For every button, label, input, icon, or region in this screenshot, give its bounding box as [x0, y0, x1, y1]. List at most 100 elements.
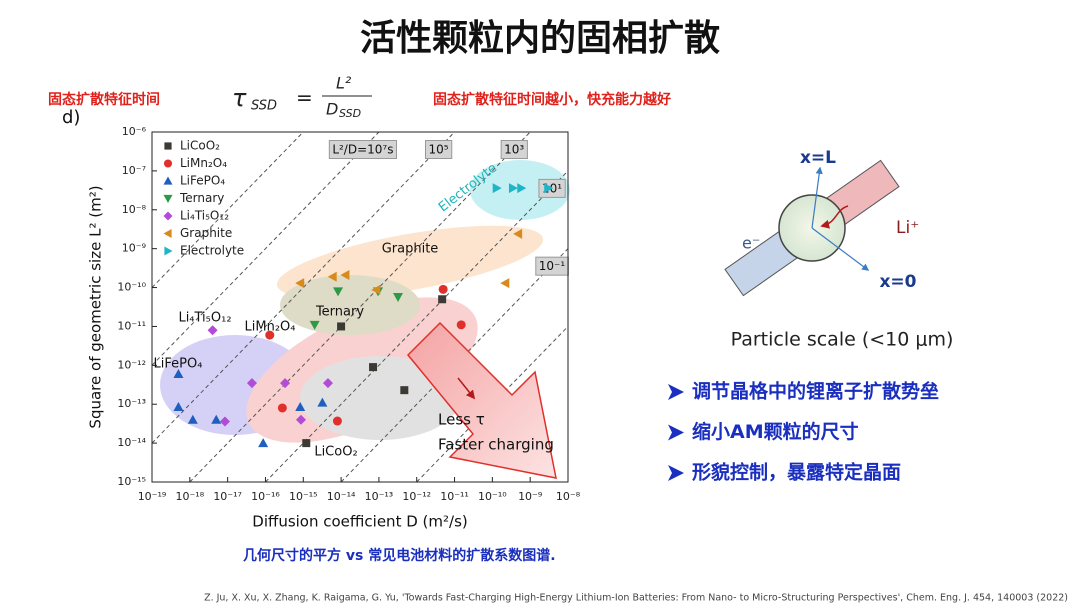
- guide-label-box: [424, 140, 453, 159]
- annotation: LiMn₂O₄: [245, 320, 296, 335]
- x-tick-label: 10⁻¹⁴: [327, 490, 356, 503]
- point: [500, 278, 510, 289]
- annotation: Less τ: [438, 411, 485, 429]
- point: [295, 414, 306, 425]
- point: [332, 416, 342, 426]
- x-tick-label: 10⁻¹⁷: [213, 490, 242, 503]
- y-tick-label: 10⁻⁶: [122, 125, 147, 138]
- bullet-icon: [668, 384, 684, 400]
- guide-line: [151, 131, 455, 444]
- annotation: Li₄Ti₅O₁₂: [178, 311, 231, 326]
- bullet-text: 调节晶格中的锂离子扩散势垒: [692, 380, 939, 403]
- formula-eq: =: [296, 86, 313, 110]
- point: [369, 363, 378, 372]
- bullet-icon: [668, 465, 684, 481]
- bullet-icon: [668, 424, 684, 441]
- guide-label-box: [500, 140, 528, 159]
- region-shading: [160, 160, 570, 443]
- point: [327, 271, 337, 282]
- axis-arrow: [811, 227, 870, 271]
- guide-line: [151, 131, 380, 366]
- y-tick-label: 10⁻⁸: [122, 203, 147, 216]
- formula-tau: τ: [232, 84, 247, 112]
- bullet-text: 缩小AM颗粒的尺寸: [692, 420, 859, 443]
- point: [317, 397, 328, 407]
- legend-marker: [164, 142, 172, 150]
- chart-caption: 几何尺寸的平方 vs 常见电池材料的扩散系数图谱.: [243, 547, 556, 564]
- point: [400, 386, 409, 395]
- formula: τ SSD = L² D SSD: [232, 74, 372, 120]
- x-0-label: x=0: [879, 272, 916, 292]
- y-tick-label: 10⁻¹¹: [117, 319, 146, 332]
- point: [302, 439, 311, 448]
- guide-label: L²/D=10⁷s: [332, 143, 393, 157]
- y-tick-label: 10⁻¹⁵: [117, 475, 146, 488]
- slide-title: 活性颗粒内的固相扩散: [360, 18, 720, 59]
- point: [340, 270, 350, 281]
- legend-label: LiCoO₂: [180, 139, 220, 153]
- ion-label: Li⁺: [896, 218, 919, 238]
- legend-marker: [163, 159, 173, 168]
- panel-label: d): [62, 107, 80, 128]
- x-tick-label: 10⁻¹³: [365, 490, 394, 503]
- legend-label: Ternary: [179, 191, 224, 205]
- point: [295, 401, 306, 411]
- x-l-label: x=L: [800, 148, 836, 168]
- point: [265, 330, 275, 340]
- point: [513, 228, 523, 239]
- legend-label: Electrolyte: [180, 244, 244, 258]
- point: [337, 322, 346, 331]
- x-tick-label: 10⁻¹²: [402, 490, 431, 503]
- point: [295, 278, 305, 289]
- legend-label: LiFePO₄: [180, 174, 225, 188]
- bullet-text: 形貌控制，暴露特定晶面: [692, 461, 901, 484]
- point: [246, 378, 257, 389]
- x-tick-label: 10⁻¹⁵: [289, 490, 318, 503]
- x-tick-label: 10⁻¹⁰: [478, 490, 507, 503]
- ternary-region: [280, 275, 420, 335]
- y-tick-label: 10⁻⁷: [122, 164, 146, 177]
- point: [173, 368, 184, 378]
- point: [508, 183, 518, 194]
- point: [492, 183, 502, 194]
- x-tick-label: 10⁻⁹: [518, 490, 542, 503]
- point: [333, 287, 344, 297]
- annotation: LiCoO₂: [314, 445, 357, 460]
- y-tick-label: 10⁻⁹: [122, 242, 146, 255]
- point: [322, 378, 333, 389]
- big-arrow: [406, 321, 557, 479]
- formula-sub: SSD: [251, 99, 277, 114]
- ion-path: [820, 205, 849, 229]
- point: [187, 414, 198, 424]
- reference: Z. Ju, X. Xu, X. Zhang, K. Raigama, G. Y…: [204, 593, 1068, 604]
- guide-label: 10³: [504, 143, 524, 157]
- electron-label: e⁻: [742, 234, 760, 253]
- x-tick-label: 10⁻⁸: [556, 490, 581, 503]
- point: [438, 284, 448, 294]
- y-axis-title: Square of geometric size L² (m²): [87, 185, 105, 428]
- point: [277, 403, 287, 413]
- point: [211, 414, 222, 424]
- formula-den: D: [326, 100, 338, 119]
- y-tick-label: 10⁻¹⁴: [117, 436, 146, 449]
- x-tick-label: 10⁻¹⁸: [176, 490, 205, 503]
- point: [438, 295, 447, 304]
- formula-num: L²: [336, 74, 352, 93]
- point: [309, 320, 320, 330]
- guide-label: 10⁵: [428, 143, 448, 157]
- diagram-caption: Particle scale (<10 μm): [731, 329, 954, 351]
- y-tick-label: 10⁻¹³: [117, 397, 146, 410]
- particle-diagram: x=L Li⁺ e⁻ x=0 Particle scale (<10 μm): [724, 148, 954, 351]
- legend-marker: [163, 176, 173, 185]
- point: [544, 183, 554, 194]
- plot-frame: [151, 131, 569, 483]
- x-tick-label: 10⁻¹¹: [440, 490, 469, 503]
- y-tick-label: 10⁻¹²: [117, 358, 146, 371]
- point: [280, 378, 291, 389]
- legend-label: Li₄Ti₅O₁₂: [180, 209, 229, 223]
- x-axis-title: Diffusion coefficient D (m²/s): [252, 513, 467, 531]
- point: [517, 183, 527, 194]
- annotation: Faster charging: [438, 436, 554, 454]
- guide-line: [151, 131, 304, 288]
